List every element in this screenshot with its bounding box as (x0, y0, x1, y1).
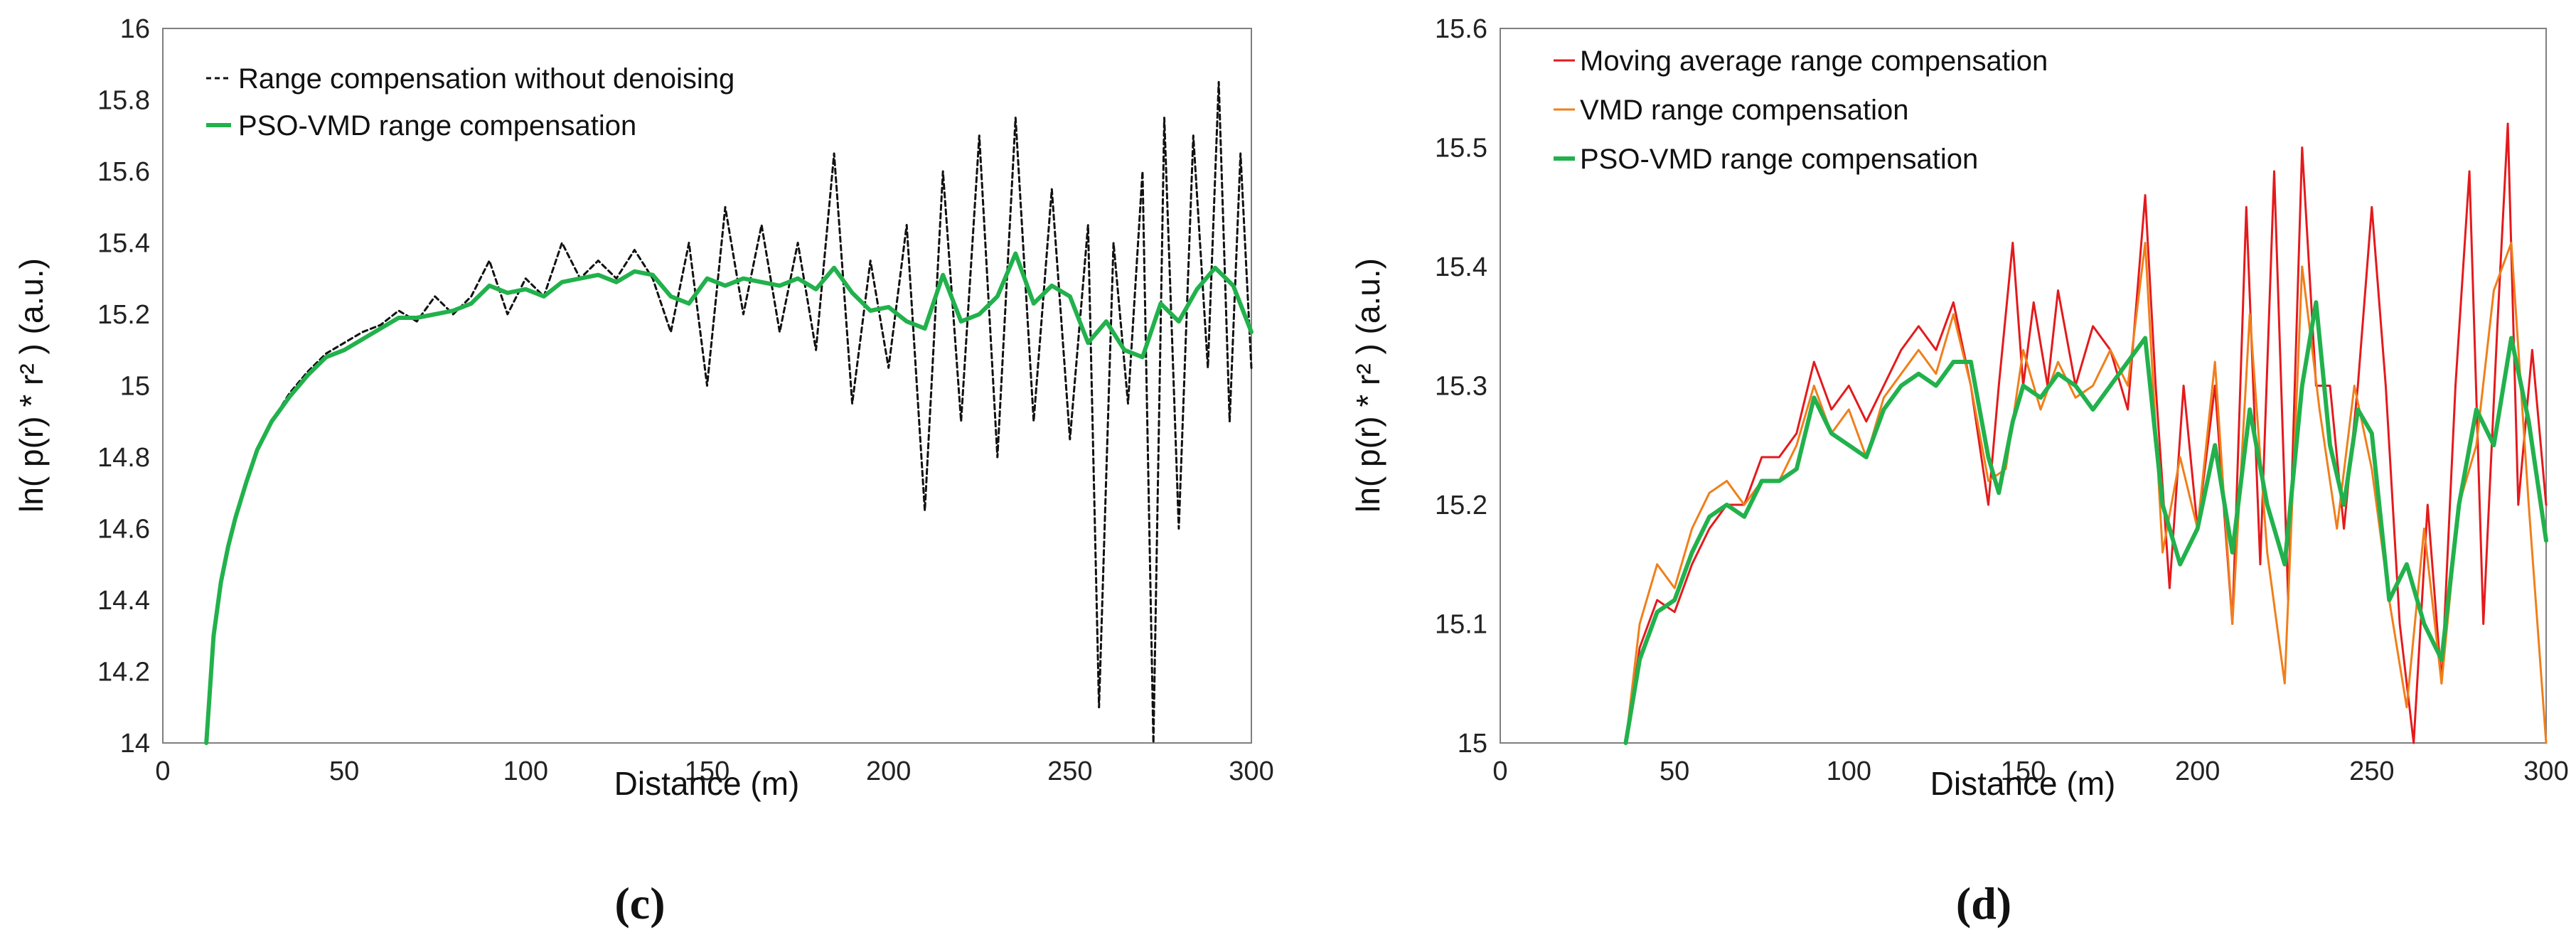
y-tick-label-c-3: 14.6 (97, 515, 150, 545)
x-ticks-d: 0 50 100 150 200 250 300 (1492, 756, 2568, 786)
legend-label-c-1: PSO-VMD range compensation (238, 110, 636, 141)
y-tick-label-c-7: 15.4 (97, 229, 150, 259)
x-ticks-c: 0 50 100 150 200 250 300 (155, 756, 1273, 786)
y-tick-label-c-10: 16 (120, 14, 150, 44)
y-tick-label-c-1: 14.2 (97, 658, 150, 687)
y-tick-label-c-2: 14.4 (97, 586, 150, 616)
series-d (1623, 122, 2548, 745)
x-tick-label-c-3: 150 (685, 756, 729, 786)
y-axis-label-d: ln( p(r) * r² ) (a.u.) (1350, 258, 1386, 513)
legend-label-c-0: Range compensation without denoising (238, 63, 734, 95)
plot-frame-c (162, 28, 1252, 744)
y-tick-label-d-2: 15.2 (1435, 491, 1487, 520)
x-tick-label-d-1: 50 (1660, 756, 1689, 786)
y-tick-label-c-0: 14 (120, 729, 150, 759)
legend-label-d-1: VMD range compensation (1580, 95, 1908, 126)
y-ticks-c: 14 14.2 14.4 14.6 14.8 15 15.2 15.4 15.6 15.8 16 (97, 14, 150, 759)
x-tick-label-d-2: 100 (1827, 756, 1871, 786)
panel-label-c: (c) (614, 878, 665, 929)
x-axis-label-d: Distance (m) (1930, 765, 2116, 802)
y-axis-label-c: ln( p(r) * r² ) (a.u.) (13, 258, 50, 513)
y-tick-label-d-4: 15.4 (1435, 252, 1487, 282)
legend-d: Moving average range compensation VMD ra… (1554, 46, 2048, 175)
series-line-c-1 (204, 251, 1254, 745)
series-line-d-0 (1625, 122, 2548, 744)
series-c (204, 80, 1254, 745)
series-line-d-1 (1625, 242, 2548, 744)
legend-label-d-0: Moving average range compensation (1580, 46, 2048, 77)
y-tick-label-d-6: 15.6 (1435, 14, 1487, 44)
y-ticks-d: 15 15.1 15.2 15.3 15.4 15.5 15.6 (1435, 14, 1487, 759)
y-tick-label-c-6: 15.2 (97, 300, 150, 330)
x-axis-label-c: Distance (m) (614, 765, 800, 802)
y-tick-label-d-3: 15.3 (1435, 372, 1487, 402)
x-tick-label-c-1: 50 (329, 756, 359, 786)
y-tick-label-c-9: 15.8 (97, 86, 150, 116)
y-tick-label-d-0: 15 (1458, 729, 1487, 759)
y-tick-label-d-1: 15.1 (1435, 610, 1487, 640)
x-tick-label-d-0: 0 (1492, 756, 1507, 786)
x-tick-label-d-3: 150 (2001, 756, 2046, 786)
panel-c: 14 14.2 14.4 14.6 14.8 15 15.2 15.4 15.6 15.8 16 0… (13, 14, 1274, 929)
x-tick-label-d-6: 300 (2523, 756, 2568, 786)
panel-label-d: (d) (1956, 878, 2011, 929)
x-tick-label-c-0: 0 (155, 756, 170, 786)
series-line-c-0 (205, 80, 1253, 744)
x-tick-label-c-4: 200 (866, 756, 911, 786)
legend-label-d-2: PSO-VMD range compensation (1580, 144, 1978, 175)
y-tick-label-c-5: 15 (120, 372, 150, 402)
x-tick-label-d-4: 200 (2175, 756, 2220, 786)
x-tick-label-c-5: 250 (1047, 756, 1092, 786)
legend-c: Range compensation without denoising PSO… (206, 63, 734, 141)
y-tick-label-c-8: 15.6 (97, 157, 150, 187)
series-line-d-2 (1623, 300, 2548, 745)
y-tick-label-c-4: 14.8 (97, 443, 150, 473)
plot-frame-d (1500, 28, 2547, 744)
x-tick-label-c-2: 100 (503, 756, 548, 786)
panel-d: 15 15.1 15.2 15.3 15.4 15.5 15.6 0 50 100 150 200 2… (1350, 14, 2569, 929)
x-tick-label-d-5: 250 (2349, 756, 2394, 786)
y-tick-label-d-5: 15.5 (1435, 134, 1487, 164)
x-tick-label-c-6: 300 (1229, 756, 1273, 786)
